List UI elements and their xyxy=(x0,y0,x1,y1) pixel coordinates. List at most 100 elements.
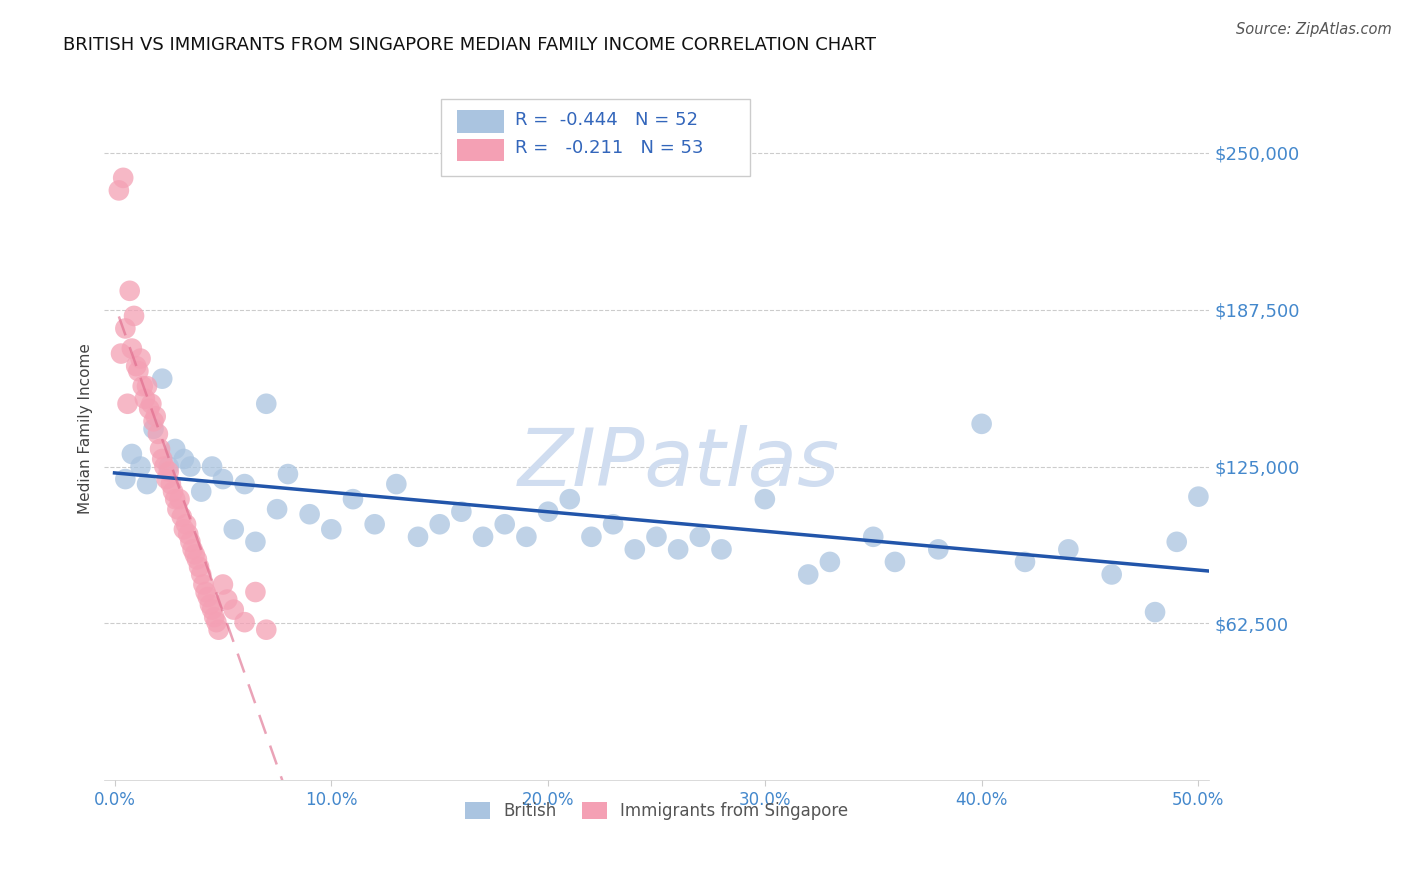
Point xyxy=(177,527,200,541)
Point xyxy=(537,505,560,519)
Point xyxy=(136,379,159,393)
Point xyxy=(217,592,239,607)
Point xyxy=(114,321,136,335)
Point xyxy=(188,560,211,574)
Point xyxy=(212,472,235,486)
Point xyxy=(1166,534,1188,549)
Point xyxy=(450,505,472,519)
Point xyxy=(666,542,689,557)
Point xyxy=(245,585,267,599)
Point xyxy=(1187,490,1209,504)
Point xyxy=(121,342,143,356)
Point xyxy=(121,447,143,461)
Point xyxy=(602,517,624,532)
Point xyxy=(170,509,193,524)
Point xyxy=(558,492,581,507)
Point xyxy=(165,492,187,507)
Point xyxy=(494,517,516,532)
Y-axis label: Median Family Income: Median Family Income xyxy=(79,343,93,515)
Point xyxy=(254,397,277,411)
FancyBboxPatch shape xyxy=(457,111,503,133)
Point xyxy=(169,492,191,507)
Point xyxy=(190,567,212,582)
Point xyxy=(884,555,907,569)
Point xyxy=(136,477,159,491)
Point xyxy=(193,577,215,591)
Point xyxy=(342,492,364,507)
Text: R =  -0.444   N = 52: R = -0.444 N = 52 xyxy=(515,112,697,129)
Point xyxy=(194,585,217,599)
Point xyxy=(472,530,495,544)
Point xyxy=(222,602,245,616)
Point xyxy=(179,459,201,474)
Point xyxy=(754,492,776,507)
Point xyxy=(162,484,184,499)
Point xyxy=(970,417,993,431)
Point xyxy=(114,472,136,486)
Point xyxy=(190,484,212,499)
Point xyxy=(160,477,183,491)
Point xyxy=(212,577,235,591)
Point xyxy=(385,477,408,491)
Point xyxy=(515,530,537,544)
Point xyxy=(174,517,197,532)
Point xyxy=(142,422,165,436)
Point xyxy=(165,442,187,456)
Point xyxy=(205,615,228,629)
Point xyxy=(173,452,195,467)
Point xyxy=(797,567,820,582)
Point xyxy=(207,623,229,637)
Text: ZIPatlas: ZIPatlas xyxy=(517,425,839,503)
Point xyxy=(166,502,188,516)
Point xyxy=(321,522,343,536)
Point xyxy=(645,530,668,544)
Text: Source: ZipAtlas.com: Source: ZipAtlas.com xyxy=(1236,22,1392,37)
Point xyxy=(581,530,603,544)
Text: BRITISH VS IMMIGRANTS FROM SINGAPORE MEDIAN FAMILY INCOME CORRELATION CHART: BRITISH VS IMMIGRANTS FROM SINGAPORE MED… xyxy=(63,36,876,54)
Point xyxy=(173,522,195,536)
Point xyxy=(129,459,152,474)
Point xyxy=(138,401,160,416)
Point xyxy=(1057,542,1080,557)
Point xyxy=(186,552,208,566)
Point xyxy=(141,397,163,411)
Point xyxy=(818,555,841,569)
Point xyxy=(245,534,267,549)
Point xyxy=(129,351,152,366)
Point xyxy=(201,602,224,616)
Point xyxy=(142,414,165,428)
Point xyxy=(429,517,451,532)
Point xyxy=(233,477,256,491)
Point xyxy=(118,284,141,298)
Point xyxy=(298,507,321,521)
Point xyxy=(108,183,131,197)
Point xyxy=(233,615,256,629)
Point xyxy=(150,452,173,467)
Point xyxy=(146,426,169,441)
FancyBboxPatch shape xyxy=(441,98,751,176)
Point xyxy=(197,590,219,604)
Point xyxy=(862,530,884,544)
Point xyxy=(201,459,224,474)
Point xyxy=(363,517,385,532)
Point xyxy=(131,379,153,393)
Point xyxy=(157,459,180,474)
Point xyxy=(266,502,288,516)
Point xyxy=(623,542,645,557)
Point xyxy=(1101,567,1123,582)
Point xyxy=(122,309,145,323)
Point xyxy=(153,459,176,474)
Point xyxy=(202,610,225,624)
FancyBboxPatch shape xyxy=(457,138,503,161)
Point xyxy=(254,623,277,637)
Point xyxy=(406,530,429,544)
Point xyxy=(927,542,949,557)
Text: R =   -0.211   N = 53: R = -0.211 N = 53 xyxy=(515,139,703,157)
Point xyxy=(277,467,299,481)
Point xyxy=(145,409,167,424)
Point xyxy=(117,397,139,411)
Point xyxy=(222,522,245,536)
Point xyxy=(125,359,148,373)
Point xyxy=(112,170,135,185)
Legend: British, Immigrants from Singapore: British, Immigrants from Singapore xyxy=(460,797,853,825)
